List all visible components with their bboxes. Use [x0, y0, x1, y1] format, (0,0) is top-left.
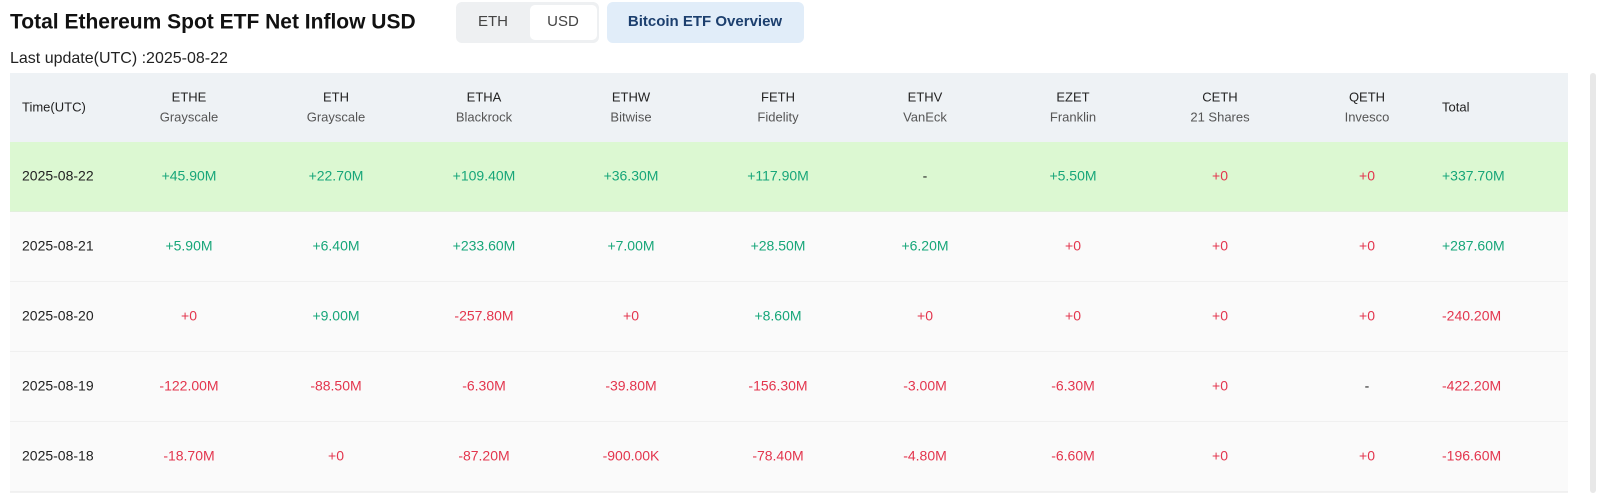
- cell-value: +109.40M: [453, 168, 516, 184]
- cell-value: -18.70M: [163, 448, 214, 464]
- column-issuer: Grayscale: [160, 109, 219, 124]
- row-date: 2025-08-19: [22, 378, 94, 394]
- header-row-bg: [10, 73, 1568, 142]
- cell-value: +0: [623, 308, 639, 324]
- cell-value: -87.20M: [458, 448, 509, 464]
- cell-value: +6.40M: [312, 238, 359, 254]
- column-issuer: Bitwise: [610, 109, 651, 124]
- cell-value: -39.80M: [605, 378, 656, 394]
- column-ticker: CETH: [1202, 89, 1237, 104]
- cell-value: +0: [1212, 378, 1228, 394]
- cell-value: +22.70M: [309, 168, 364, 184]
- cell-value: +5.90M: [165, 238, 212, 254]
- column-issuer: Invesco: [1345, 109, 1390, 124]
- cell-value: -: [1365, 378, 1370, 394]
- column-issuer: 21 Shares: [1190, 109, 1250, 124]
- column-issuer: VanEck: [903, 109, 947, 124]
- cell-value: +28.50M: [751, 238, 806, 254]
- cell-value: -6.30M: [1051, 378, 1095, 394]
- row-date: 2025-08-22: [22, 168, 94, 184]
- cell-value: +9.00M: [312, 308, 359, 324]
- last-update: Last update(UTC) :2025-08-22: [10, 50, 228, 67]
- row-date: 2025-08-20: [22, 308, 94, 324]
- cell-value: -6.60M: [1051, 448, 1095, 464]
- title: Total Ethereum Spot ETF Net Inflow USD: [10, 11, 416, 34]
- column-header: Time(UTC): [22, 99, 86, 114]
- column-ticker: ETHW: [612, 89, 651, 104]
- cell-value: -122.00M: [159, 378, 218, 394]
- cell-value: +8.60M: [754, 308, 801, 324]
- cell-value: +0: [1359, 308, 1375, 324]
- cell-value: -240.20M: [1442, 308, 1501, 324]
- cell-value: +233.60M: [453, 238, 516, 254]
- cell-value: +0: [1359, 448, 1375, 464]
- cell-value: -6.30M: [462, 378, 506, 394]
- row-bg: [10, 212, 1568, 282]
- link-bg[interactable]: [607, 2, 804, 43]
- cell-value: +0: [328, 448, 344, 464]
- toggle-option[interactable]: ETH: [478, 13, 508, 30]
- column-ticker: ETH: [323, 89, 349, 104]
- column-ticker: EZET: [1056, 89, 1089, 104]
- cell-value: -900.00K: [603, 448, 660, 464]
- column-ticker: ETHA: [467, 89, 502, 104]
- cell-value: +0: [181, 308, 197, 324]
- cell-value: +0: [1212, 238, 1228, 254]
- cell-value: -196.60M: [1442, 448, 1501, 464]
- cell-value: +337.70M: [1442, 168, 1505, 184]
- cell-value: +0: [1065, 238, 1081, 254]
- link-button[interactable]: Bitcoin ETF Overview: [628, 13, 783, 30]
- cell-value: +0: [1212, 168, 1228, 184]
- column-ticker: FETH: [761, 89, 795, 104]
- cell-value: +287.60M: [1442, 238, 1505, 254]
- cell-value: +0: [1359, 238, 1375, 254]
- row-date: 2025-08-21: [22, 238, 94, 254]
- cell-value: +36.30M: [604, 168, 659, 184]
- cell-value: +7.00M: [607, 238, 654, 254]
- row-date: 2025-08-18: [22, 448, 94, 464]
- cell-value: -78.40M: [752, 448, 803, 464]
- cell-value: +0: [1065, 308, 1081, 324]
- cell-value: +0: [1212, 448, 1228, 464]
- cell-value: +0: [1212, 308, 1228, 324]
- cell-value: -3.00M: [903, 378, 947, 394]
- cell-value: -257.80M: [454, 308, 513, 324]
- column-issuer: Fidelity: [757, 109, 799, 124]
- cell-value: -4.80M: [903, 448, 947, 464]
- toggle-active[interactable]: [530, 5, 597, 40]
- scrollbar: [1590, 73, 1596, 493]
- column-issuer: Grayscale: [307, 109, 366, 124]
- cell-value: -422.20M: [1442, 378, 1501, 394]
- cell-value: +45.90M: [162, 168, 217, 184]
- cell-value: -156.30M: [748, 378, 807, 394]
- column-ticker: ETHV: [908, 89, 943, 104]
- cell-value: +6.20M: [901, 238, 948, 254]
- cell-value: +117.90M: [747, 168, 809, 184]
- column-issuer: Franklin: [1050, 109, 1096, 124]
- row-bg: [10, 142, 1568, 212]
- column-issuer: Blackrock: [456, 109, 513, 124]
- column-header: Total: [1442, 99, 1470, 114]
- cell-value: -88.50M: [310, 378, 361, 394]
- cell-value: +0: [1359, 168, 1375, 184]
- row-bg: [10, 352, 1568, 422]
- cell-value: +0: [917, 308, 933, 324]
- row-bg: [10, 422, 1568, 492]
- toggle-option[interactable]: USD: [547, 13, 579, 30]
- column-ticker: QETH: [1349, 89, 1385, 104]
- column-ticker: ETHE: [172, 89, 207, 104]
- row-bg: [10, 282, 1568, 352]
- cell-value: -: [923, 168, 928, 184]
- cell-value: +5.50M: [1049, 168, 1096, 184]
